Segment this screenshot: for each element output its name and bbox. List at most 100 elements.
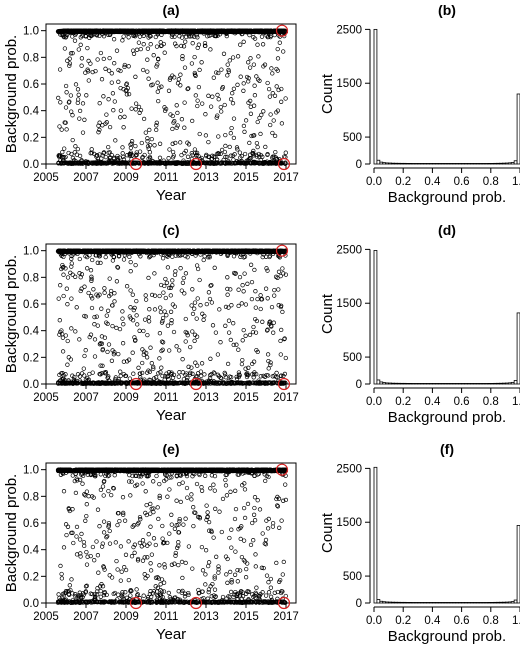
data-point <box>73 82 79 87</box>
data-point <box>168 293 173 298</box>
y-tick-label: 1.0 <box>23 246 39 258</box>
x-tick-label: 2007 <box>73 172 99 184</box>
data-point <box>89 147 94 152</box>
data-point <box>102 286 107 291</box>
data-point <box>228 131 233 136</box>
data-point <box>215 92 220 98</box>
data-point <box>118 369 123 374</box>
data-point <box>128 305 133 310</box>
data-point <box>111 37 117 42</box>
data-point <box>225 62 230 67</box>
data-point <box>114 279 120 284</box>
data-point <box>213 330 219 335</box>
data-point <box>253 305 258 310</box>
data-point <box>192 54 197 60</box>
data-point <box>204 301 209 307</box>
data-point <box>121 125 126 130</box>
data-point <box>207 296 213 302</box>
x-tick-label: 2013 <box>193 172 219 184</box>
data-point <box>225 361 231 367</box>
data-point <box>143 297 149 302</box>
data-point <box>95 57 100 62</box>
data-point <box>137 149 143 154</box>
data-point <box>119 28 125 33</box>
histogram-bar <box>399 162 404 165</box>
data-point <box>181 275 186 281</box>
data-point <box>241 39 246 44</box>
x-tick-label: 0.6 <box>454 176 470 188</box>
data-point <box>147 127 152 133</box>
data-point <box>195 296 200 301</box>
data-point <box>174 125 179 130</box>
data-point <box>272 32 277 38</box>
data-point <box>183 316 188 322</box>
data-point <box>193 93 198 98</box>
data-point <box>180 28 186 33</box>
data-point <box>134 47 140 52</box>
data-point <box>195 103 200 109</box>
data-point <box>255 119 260 125</box>
data-point <box>219 147 225 153</box>
data-point <box>141 42 146 47</box>
data-point <box>273 149 278 155</box>
data-point <box>222 102 227 108</box>
data-point <box>235 54 241 59</box>
data-point <box>194 263 200 268</box>
data-point <box>170 254 175 259</box>
plot-frame <box>45 243 297 385</box>
data-point <box>246 60 251 65</box>
data-point <box>90 370 95 375</box>
data-point <box>126 35 131 40</box>
y-tick-label: 0.4 <box>23 326 40 338</box>
data-point <box>195 266 201 272</box>
data-point <box>109 71 114 76</box>
data-points <box>55 28 289 166</box>
data-point <box>141 328 146 334</box>
data-point <box>230 55 236 60</box>
data-point <box>77 153 83 159</box>
x-tick-label: 2007 <box>73 392 99 404</box>
data-point <box>133 143 138 149</box>
data-point <box>145 332 150 338</box>
data-point <box>103 254 108 260</box>
data-point <box>149 136 154 142</box>
data-point <box>110 323 115 329</box>
data-point <box>182 65 188 70</box>
data-point <box>231 116 237 121</box>
data-point <box>199 60 204 65</box>
histogram-bar <box>391 162 395 165</box>
histogram-bar <box>502 162 506 165</box>
data-point <box>75 97 81 102</box>
data-point <box>216 97 221 102</box>
data-point <box>283 150 288 155</box>
data-point <box>185 375 190 381</box>
data-point <box>178 83 183 88</box>
data-point <box>190 118 195 124</box>
data-point <box>196 84 202 90</box>
y-tick-label: 2500 <box>336 24 362 36</box>
data-point <box>109 80 114 85</box>
histogram-bar <box>475 163 480 165</box>
data-point <box>113 138 118 143</box>
x-axis-label: Year <box>156 407 186 424</box>
data-point <box>275 46 280 52</box>
y-tick-label: 1.0 <box>23 26 39 38</box>
data-point <box>175 123 180 128</box>
data-point <box>79 56 85 61</box>
x-tick-label: 2015 <box>233 172 259 184</box>
data-point <box>126 91 132 97</box>
y-tick-label: 1500 <box>336 78 362 90</box>
data-point <box>176 77 181 82</box>
histogram-bar <box>461 163 465 165</box>
data-point <box>229 125 234 131</box>
data-point <box>148 42 153 47</box>
data-point <box>75 87 81 92</box>
x-tick-label: 2009 <box>113 392 139 404</box>
data-point <box>199 373 204 379</box>
data-point <box>283 96 288 101</box>
data-point <box>146 146 151 151</box>
histogram-bar <box>385 162 389 165</box>
data-point <box>138 46 143 52</box>
data-point <box>255 42 260 47</box>
